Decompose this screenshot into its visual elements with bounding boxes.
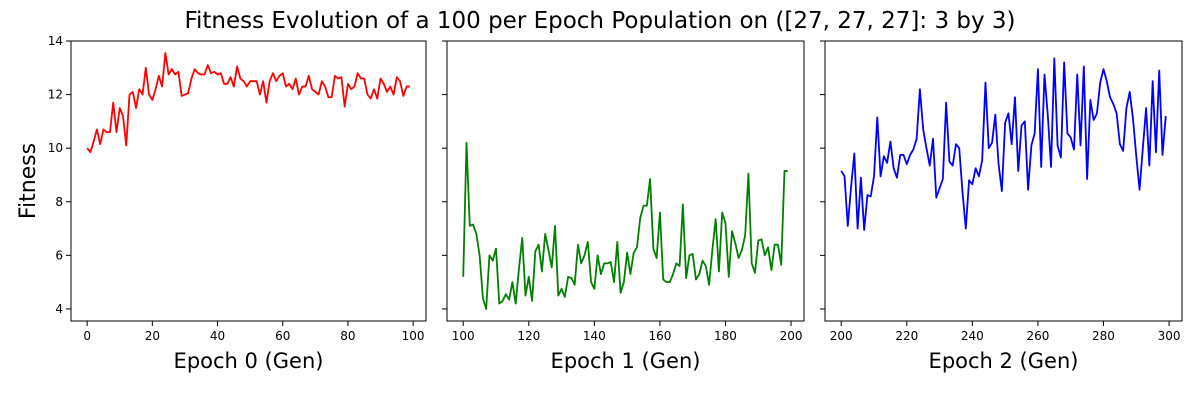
chart-panel-0: 0 20 40 60 80 100 4 6 8 10 12 14 Epoch 0 (Gen) (48, 34, 427, 373)
x-tick-label-2-2: 240 (961, 329, 984, 343)
plot-frame-0 (70, 40, 427, 322)
y-tick-label-0-2: 8 (55, 195, 63, 209)
y-tick-label-0-5: 14 (48, 34, 63, 48)
x-axis-label-0: Epoch 0 (Gen) (174, 349, 324, 373)
x-tick-label-0-0: 0 (83, 329, 91, 343)
x-tick-label-0-2: 40 (210, 329, 225, 343)
figure-title: Fitness Evolution of a 100 per Epoch Pop… (184, 8, 1015, 34)
y-tick-label-0-4: 12 (48, 88, 63, 102)
plot-frame-1 (446, 40, 805, 322)
series-line-2-0 (840, 57, 1167, 231)
x-tick-label-2-4: 280 (1092, 329, 1115, 343)
x-axis-label-1: Epoch 1 (Gen) (551, 349, 701, 373)
y-tick-label-0-1: 6 (55, 248, 63, 262)
x-tick-label-1-4: 180 (714, 329, 737, 343)
panels: 0 20 40 60 80 100 4 6 8 10 12 14 Epoch 0 (Gen) 100 120… (48, 34, 1183, 373)
x-tick-label-1-1: 120 (517, 329, 540, 343)
y-tick-label-0-0: 4 (55, 302, 63, 316)
chart-panel-2: 200 220 240 260 280 300 Epoch 2 (Gen) (820, 40, 1183, 373)
x-tick-label-0-1: 20 (145, 329, 160, 343)
x-tick-label-1-2: 140 (583, 329, 606, 343)
x-tick-label-0-3: 60 (275, 329, 290, 343)
chart-panel-1: 100 120 140 160 180 200 Epoch 1 (Gen) (442, 40, 805, 373)
x-tick-label-1-0: 100 (452, 329, 475, 343)
x-tick-label-2-1: 220 (895, 329, 918, 343)
y-axis-label: Fitness (16, 143, 41, 219)
x-axis-label-2: Epoch 2 (Gen) (929, 349, 1079, 373)
series-line-0-0 (86, 52, 410, 154)
series-line-1-0 (462, 141, 788, 310)
x-tick-label-2-0: 200 (830, 329, 853, 343)
x-tick-label-0-5: 100 (402, 329, 425, 343)
x-tick-label-2-3: 260 (1026, 329, 1049, 343)
x-tick-label-2-5: 300 (1158, 329, 1181, 343)
x-tick-label-0-4: 80 (340, 329, 355, 343)
y-tick-label-0-3: 10 (48, 141, 63, 155)
plot-frame-2 (824, 40, 1183, 322)
x-tick-label-1-3: 160 (648, 329, 671, 343)
x-tick-label-1-5: 200 (780, 329, 803, 343)
